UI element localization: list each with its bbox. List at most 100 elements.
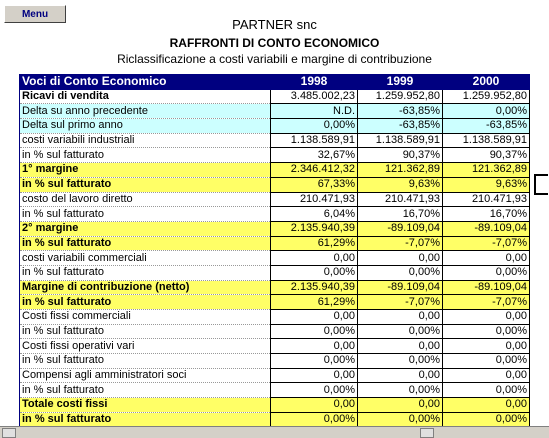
- table-row: in % sul fatturato 32,67% 90,37% 90,37%: [19, 147, 530, 164]
- value-cell: -7,07%: [357, 294, 443, 310]
- table-row: Delta su anno precedente N.D. -63,85% 0,00%: [19, 103, 530, 120]
- value-cell: 0,00: [357, 397, 443, 413]
- row-label: in % sul fatturato: [19, 177, 271, 193]
- value-cell: 61,29%: [270, 294, 358, 310]
- value-cell: 67,33%: [270, 176, 358, 193]
- value-cell: 32,67%: [270, 147, 358, 164]
- row-label: costo del lavoro diretto: [19, 192, 271, 208]
- value-cell: 2.346.412,32: [270, 162, 358, 178]
- value-cell: 1.138.589,91: [270, 132, 358, 149]
- table-row: costi variabili industriali 1.138.589,91 1…: [19, 132, 530, 149]
- table-row: Costi fissi commerciali 0,00 0,00 0,00: [19, 309, 530, 325]
- row-label: 2° margine: [19, 221, 271, 237]
- value-cell: 0,00: [270, 338, 358, 355]
- row-label: in % sul fatturato: [19, 206, 271, 222]
- value-cell: 61,29%: [270, 235, 358, 252]
- table-row: Totale costi fissi 0,00 0,00 0,00: [19, 397, 530, 413]
- row-label: Delta sul primo anno: [19, 118, 271, 134]
- value-cell: -7,07%: [442, 235, 530, 252]
- value-cell: 2.135.940,39: [270, 279, 358, 296]
- value-cell: 0,00%: [442, 323, 530, 340]
- year-header: 2000: [442, 74, 530, 90]
- value-cell: 0,00%: [442, 382, 530, 399]
- value-cell: 0,00%: [270, 323, 358, 340]
- value-cell: 0,00: [442, 309, 530, 325]
- row-label: Ricavi di vendita: [19, 89, 271, 105]
- report-title: RAFFRONTI DI CONTO ECONOMICO: [169, 36, 380, 50]
- table-row: 1° margine 2.346.412,32 121.362,89 121.362,…: [19, 162, 530, 178]
- value-cell: 90,37%: [442, 147, 530, 164]
- value-cell: 210.471,93: [270, 191, 358, 208]
- value-cell: 1.259.952,80: [442, 88, 530, 105]
- value-cell: 121.362,89: [442, 162, 530, 178]
- value-cell: -63,85%: [357, 118, 443, 134]
- horizontal-scrollbar[interactable]: [0, 426, 549, 438]
- row-label: 1° margine: [19, 162, 271, 178]
- value-cell: 0,00%: [442, 264, 530, 281]
- row-label: Costi fissi operativi vari: [19, 338, 271, 355]
- table-row: costi variabili commerciali 0,00 0,00 0,00: [19, 250, 530, 266]
- table-row: in % sul fatturato 0,00% 0,00% 0,00%: [19, 353, 530, 369]
- table-row: in % sul fatturato 0,00% 0,00% 0,00%: [19, 323, 530, 340]
- row-label: Delta su anno precedente: [19, 103, 271, 120]
- row-label: Margine di contribuzione (netto): [19, 280, 271, 296]
- year-header: 1999: [357, 74, 443, 90]
- value-cell: 1.138.589,91: [442, 132, 530, 149]
- table-row: in % sul fatturato 0,00% 0,00% 0,00%: [19, 382, 530, 399]
- value-cell: 210.471,93: [357, 191, 443, 208]
- row-label: in % sul fatturato: [19, 265, 271, 281]
- row-label: in % sul fatturato: [19, 353, 271, 369]
- company-name: PARTNER snc: [232, 17, 317, 32]
- row-label: in % sul fatturato: [19, 236, 271, 252]
- row-label: costi variabili commerciali: [19, 250, 271, 266]
- value-cell: 16,70%: [357, 206, 443, 222]
- value-cell: 0,00%: [357, 264, 443, 281]
- value-cell: -89.109,04: [357, 279, 443, 296]
- value-cell: -89.109,04: [442, 220, 530, 237]
- value-cell: 0,00%: [357, 411, 443, 426]
- value-cell: 0,00%: [442, 103, 530, 120]
- value-cell: 0,00: [357, 367, 443, 384]
- value-cell: -63,85%: [442, 118, 530, 134]
- table-viewport: Voci di Conto Economico 1998 1999 2000 Ricav…: [19, 74, 531, 426]
- value-cell: -89.109,04: [357, 220, 443, 237]
- row-label: in % sul fatturato: [19, 382, 271, 399]
- value-cell: N.D.: [270, 103, 358, 120]
- table-row: in % sul fatturato 61,29% -7,07% -7,07%: [19, 294, 530, 310]
- row-label: in % sul fatturato: [19, 324, 271, 340]
- table-row: Costi fissi operativi vari 0,00 0,00 0,00: [19, 338, 530, 355]
- value-cell: 1.259.952,80: [357, 88, 443, 105]
- value-cell: 0,00: [270, 250, 358, 266]
- header-row: Voci di Conto Economico 1998 1999 2000: [19, 74, 530, 90]
- value-cell: 0,00: [442, 250, 530, 266]
- table-row: Ricavi di vendita 3.485.002,23 1.259.952,8…: [19, 88, 530, 105]
- table-row: Delta sul primo anno 0,00% -63,85% -63,85%: [19, 118, 530, 134]
- value-cell: 90,37%: [357, 147, 443, 164]
- table-row: in % sul fatturato 6,04% 16,70% 16,70%: [19, 206, 530, 222]
- year-header: 1998: [270, 74, 358, 90]
- menu-button[interactable]: Menu: [4, 5, 66, 23]
- value-cell: -7,07%: [442, 294, 530, 310]
- value-cell: 0,00: [357, 338, 443, 355]
- value-cell: 0,00%: [270, 118, 358, 134]
- row-label: in % sul fatturato: [19, 412, 271, 426]
- value-cell: 0,00: [270, 367, 358, 384]
- table-row: Compensi agli amministratori soci 0,00 0,0…: [19, 367, 530, 384]
- value-cell: 0,00%: [357, 323, 443, 340]
- table-row: Margine di contribuzione (netto) 2.135.94…: [19, 279, 530, 296]
- value-cell: 0,00%: [357, 382, 443, 399]
- row-label: Compensi agli amministratori soci: [19, 368, 271, 384]
- value-cell: 0,00%: [357, 353, 443, 369]
- table-row: in % sul fatturato 67,33% 9,63% 9,63%: [19, 176, 530, 193]
- value-cell: 210.471,93: [442, 191, 530, 208]
- value-cell: 9,63%: [357, 176, 443, 193]
- value-cell: 1.138.589,91: [357, 132, 443, 149]
- value-cell: 2.135.940,39: [270, 220, 358, 237]
- value-cell: -89.109,04: [442, 279, 530, 296]
- value-cell: 0,00%: [270, 411, 358, 426]
- value-cell: 0,00%: [442, 411, 530, 426]
- value-cell: 0,00: [270, 397, 358, 413]
- income-table: Voci di Conto Economico 1998 1999 2000 Ricav…: [19, 74, 530, 426]
- row-label: costi variabili industriali: [19, 133, 271, 149]
